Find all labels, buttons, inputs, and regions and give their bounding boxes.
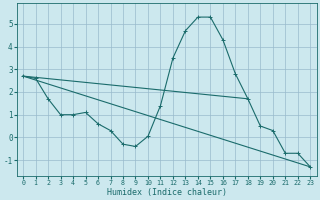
X-axis label: Humidex (Indice chaleur): Humidex (Indice chaleur) xyxy=(107,188,227,197)
